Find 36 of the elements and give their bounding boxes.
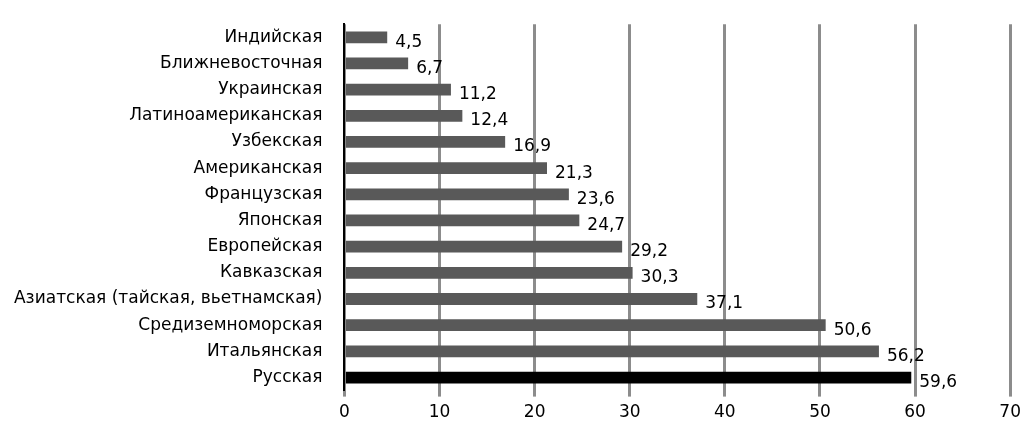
data-label: 59,6: [919, 370, 958, 391]
y-tick-label: Средиземноморская: [138, 313, 323, 334]
y-tick-label: Латиноамериканская: [129, 104, 323, 125]
x-tick-label: 0: [339, 401, 350, 422]
data-label: 24,7: [587, 213, 626, 234]
y-tick-label: Итальянская: [206, 339, 323, 360]
data-label: 4,5: [395, 30, 423, 51]
y-tick-label: Русская: [252, 365, 323, 386]
y-tick-label: Французская: [204, 182, 323, 203]
data-label: 29,2: [630, 240, 668, 261]
y-tick-label: Индийская: [224, 25, 323, 46]
data-label: 56,2: [886, 344, 925, 365]
x-tick-label: 70: [999, 401, 1021, 422]
y-tick-label: Японская: [237, 208, 323, 229]
data-label: 12,4: [470, 109, 509, 130]
y-tick-label: Узбекская: [231, 130, 323, 151]
x-tick-label: 10: [428, 401, 451, 422]
y-tick-label: Американская: [193, 156, 323, 177]
y-tick-label: Азиатская (тайская, вьетнамская): [13, 287, 323, 308]
data-label: 30,3: [640, 266, 679, 287]
x-tick-label: 60: [904, 401, 926, 422]
y-tick-label: Ближневосточная: [160, 51, 323, 72]
x-tick-label: 50: [809, 401, 831, 422]
data-label: 23,6: [576, 187, 615, 208]
data-label: 37,1: [705, 292, 744, 313]
x-tick-label: 40: [714, 401, 736, 422]
y-tick-label: Украинская: [218, 78, 323, 99]
data-label: 50,6: [833, 318, 872, 339]
y-tick-label: Кавказская: [219, 261, 323, 282]
x-tick-label: 30: [618, 401, 641, 422]
y-tick-label: Европейская: [207, 235, 323, 256]
data-label: 11,2: [458, 83, 497, 104]
data-label: 16,9: [513, 135, 552, 156]
data-label: 21,3: [555, 161, 593, 182]
x-tick-label: 20: [523, 401, 546, 422]
data-label: 6,7: [416, 56, 444, 77]
